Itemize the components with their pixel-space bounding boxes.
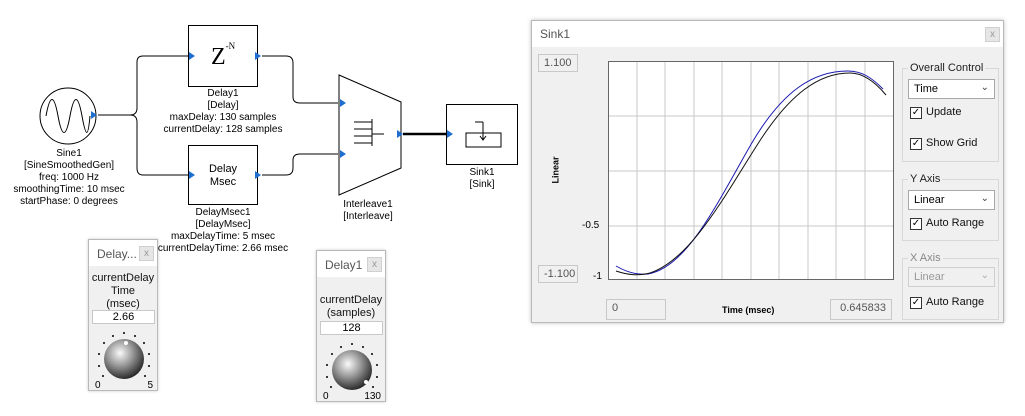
y-axis-scale-select[interactable]: Linear ⌄ [908, 190, 995, 210]
plot-grid [609, 62, 893, 279]
show-grid-checkbox[interactable]: ✓ [910, 138, 922, 150]
knob-value-field[interactable]: 2.66 [92, 310, 155, 324]
y-auto-range-label: Auto Range [926, 217, 985, 229]
y-max-field[interactable]: 1.100 [538, 54, 578, 72]
knob-panel-title: Delay1 [325, 258, 363, 272]
sink-input-port[interactable] [447, 130, 453, 138]
update-label: Update [926, 106, 962, 118]
knob-panel-titlebar[interactable]: Delay... x [89, 240, 157, 266]
update-checkbox[interactable]: ✓ [910, 107, 922, 119]
show-grid-label: Show Grid [926, 137, 978, 149]
sink-block[interactable] [446, 104, 518, 165]
chevron-down-icon: ⌄ [980, 82, 989, 93]
delaymsec-knob-panel: Delay... x currentDelay Time (msec) 2.66… [88, 239, 158, 391]
delaymsec-output-port[interactable] [255, 171, 261, 179]
sine-output-port[interactable] [91, 111, 97, 119]
interleave-output-port[interactable] [397, 130, 403, 138]
knob-label: currentDelay (samples) [319, 294, 383, 319]
x-min-field[interactable]: 0 [606, 299, 666, 320]
knob-min-label: 0 [95, 380, 101, 391]
y-axis-group-title: Y Axis [908, 173, 943, 185]
close-icon[interactable]: x [985, 27, 1000, 42]
sine-block-label: Sine1 [SineSmoothedGen] freq: 1000 Hz sm… [13, 148, 125, 207]
knob-max-label: 5 [147, 380, 153, 391]
x-axis-group-title: X Axis [908, 252, 943, 264]
delaymsec-symbol: Delay Msec [208, 163, 238, 188]
delay1-block[interactable]: Z-N [188, 25, 258, 87]
knob-indicator [124, 341, 128, 345]
interleave-input-port-1[interactable] [340, 99, 346, 107]
y-axis-label: Linear [550, 156, 561, 184]
interleave-block-label: Interleave1 [Interleave] [343, 199, 393, 222]
chevron-down-icon: ⌄ [980, 193, 989, 204]
knob-indicator [364, 380, 368, 384]
rotary-knob[interactable] [323, 341, 381, 399]
knob-panel-titlebar[interactable]: Delay1 x [317, 251, 385, 277]
close-icon[interactable]: x [139, 246, 154, 261]
x-auto-range-checkbox[interactable]: ✓ [910, 297, 922, 309]
interleave-block[interactable] [338, 74, 404, 196]
y-tick-label: -0.5 [582, 220, 600, 231]
knob-min-label: 0 [323, 391, 329, 402]
knob-tick-marks [326, 343, 378, 388]
delay1-symbol: Z-N [211, 41, 236, 70]
knob-label: currentDelay Time (msec) [91, 272, 155, 310]
scope-plot[interactable] [608, 61, 895, 281]
delay1-input-port[interactable] [189, 52, 195, 60]
x-axis-label: Time (msec) [722, 305, 775, 315]
overall-control-group: Overall Control Time ⌄ ✓ Update ✓ Show G… [902, 62, 999, 162]
connection-wires [98, 55, 446, 176]
window-title: Sink1 [540, 27, 571, 41]
knob-panel-title: Delay... [97, 247, 137, 261]
y-axis-group: Y Axis Linear ⌄ ✓ Auto Range [902, 173, 999, 241]
delay1-knob-panel: Delay1 x currentDelay (samples) 128 0 13… [316, 250, 386, 402]
interleave-input-port-2[interactable] [340, 150, 346, 158]
x-axis-group: X Axis Linear ⌄ ✓ Auto Range [902, 252, 999, 320]
y-auto-range-checkbox[interactable]: ✓ [910, 218, 922, 230]
sink1-scope-window: Sink1 x 1.100 -1.100 Linear -0.5 -1 0 Ti… [531, 20, 1004, 323]
sink-icon [465, 121, 502, 148]
x-axis-scale-select[interactable]: Linear ⌄ [908, 267, 995, 287]
close-icon[interactable]: x [367, 257, 382, 272]
knob-tick-marks [98, 332, 150, 377]
sink-block-label: Sink1 [Sink] [469, 167, 495, 190]
delaymsec-block-label: DelayMsec1 [DelayMsec] maxDelayTime: 5 m… [157, 207, 289, 254]
overall-control-title: Overall Control [908, 62, 986, 74]
window-titlebar[interactable]: Sink1 x [532, 21, 1003, 47]
knob-max-label: 130 [364, 391, 381, 402]
interleave-icon [354, 119, 384, 146]
delay1-block-label: Delay1 [Delay] maxDelay: 130 samples cur… [163, 88, 283, 135]
x-auto-range-label: Auto Range [926, 296, 985, 308]
sine-block[interactable] [38, 86, 98, 146]
delaymsec-input-port[interactable] [189, 171, 195, 179]
overall-control-select[interactable]: Time ⌄ [908, 79, 995, 99]
delay1-output-port[interactable] [255, 52, 261, 60]
knob-value-field[interactable]: 128 [320, 321, 383, 335]
y-tick-label: -1 [593, 271, 602, 282]
y-min-field[interactable]: -1.100 [538, 265, 578, 283]
x-max-field[interactable]: 0.645833 [830, 299, 892, 320]
delaymsec-block[interactable]: Delay Msec [188, 145, 258, 205]
rotary-knob[interactable] [95, 330, 153, 388]
chevron-down-icon: ⌄ [980, 270, 989, 281]
sine-wave-icon [39, 87, 97, 145]
series-black-line [615, 72, 887, 276]
